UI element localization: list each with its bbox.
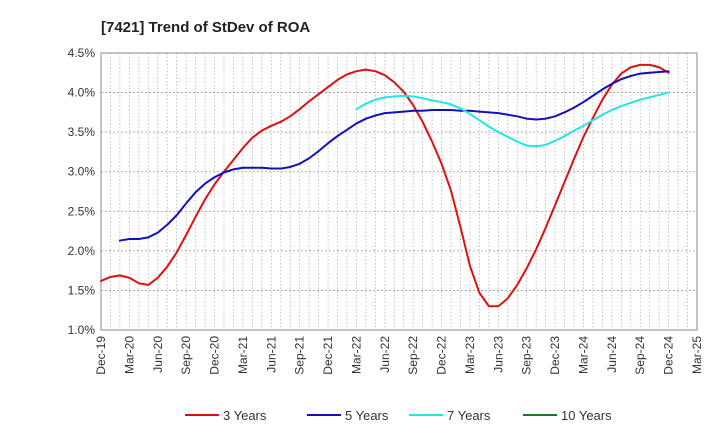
series-line-5-years: [118, 70, 670, 242]
x-tick-label: Mar-22: [349, 336, 363, 374]
y-tick-label: 1.5%: [68, 283, 96, 297]
grid-layer: [100, 52, 698, 331]
y-tick-label: 2.5%: [68, 204, 96, 218]
x-tick-label: Mar-24: [576, 336, 590, 374]
x-tick-label: Mar-21: [236, 336, 250, 374]
y-tick-label: 1.0%: [68, 323, 96, 337]
x-tick-label: Dec-22: [435, 336, 449, 375]
x-tick-label: Dec-20: [208, 336, 222, 375]
series-layer: [100, 63, 670, 308]
x-tick-label: Sep-24: [633, 336, 647, 375]
x-tick-label: Dec-24: [662, 336, 676, 375]
x-tick-label: Dec-21: [321, 336, 335, 375]
x-tick-label: Jun-24: [605, 336, 619, 373]
x-tick-label: Jun-22: [378, 336, 392, 373]
y-axis: 1.0% 1.5% 2.0% 2.5% 3.0% 3.5% 4.0% 4.5%: [68, 46, 96, 337]
legend-label-3-years: 3 Years: [223, 408, 267, 423]
x-tick-label: Sep-21: [293, 336, 307, 375]
y-tick-label: 3.5%: [68, 125, 96, 139]
x-tick-label: Sep-22: [406, 336, 420, 375]
x-tick-label: Sep-23: [520, 336, 534, 375]
y-tick-label: 4.5%: [68, 46, 96, 60]
series-line-3-years: [100, 63, 670, 308]
series-line-7-years: [355, 91, 670, 148]
y-tick-label: 2.0%: [68, 244, 96, 258]
x-tick-label: Jun-23: [491, 336, 505, 373]
x-tick-label: Mar-25: [690, 336, 704, 374]
x-tick-label: Jun-21: [264, 336, 278, 373]
x-axis: Dec-19 Mar-20 Jun-20 Sep-20 Dec-20 Mar-21 Jun-…: [94, 336, 704, 375]
x-tick-label: Jun-20: [151, 336, 165, 373]
plot-frame: [100, 52, 698, 331]
x-tick-label: Mar-23: [463, 336, 477, 374]
y-tick-label: 4.0%: [68, 86, 96, 100]
legend-label-10-years: 10 Years: [561, 408, 612, 423]
x-tick-label: Mar-20: [122, 336, 136, 374]
legend-label-5-years: 5 Years: [345, 408, 389, 423]
legend: 3 Years 5 Years 7 Years 10 Years: [185, 408, 612, 423]
x-tick-label: Sep-20: [179, 336, 193, 375]
x-tick-label: Dec-19: [94, 336, 108, 375]
legend-label-7-years: 7 Years: [447, 408, 491, 423]
chart-title: [7421] Trend of StDev of ROA: [101, 19, 310, 36]
y-tick-label: 3.0%: [68, 165, 96, 179]
x-tick-label: Dec-23: [548, 336, 562, 375]
